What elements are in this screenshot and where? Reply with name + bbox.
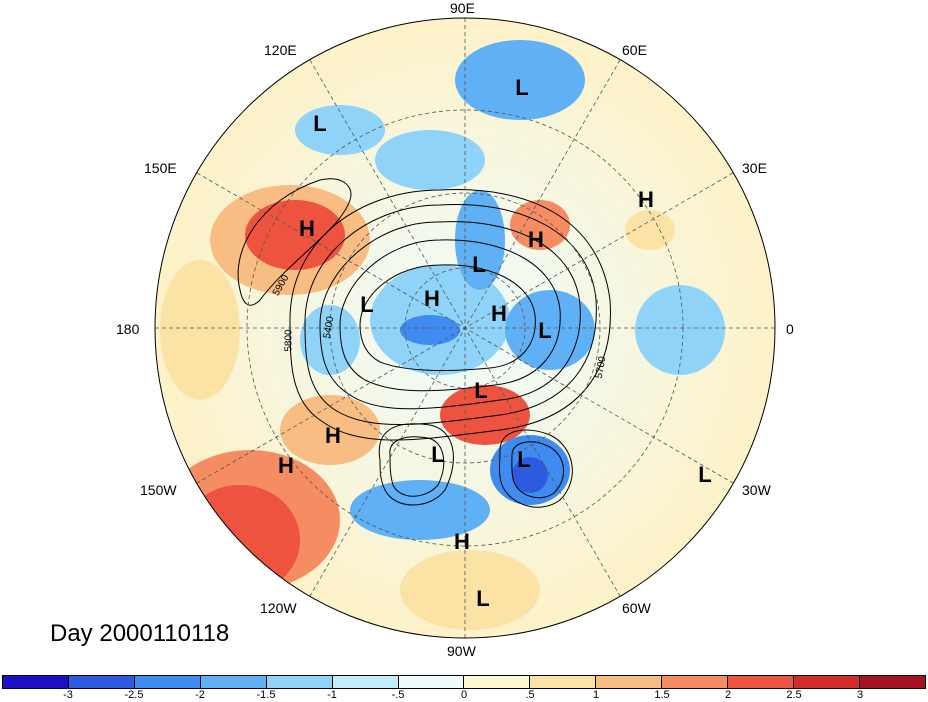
graticule xyxy=(155,18,775,638)
warm-anomaly-canada xyxy=(440,385,530,445)
colorbar-swatch xyxy=(398,676,465,688)
lon-label-60w: 60W xyxy=(622,600,651,616)
pressure-center-low: L xyxy=(698,462,712,487)
colorbar-tick-label: .5 xyxy=(525,689,535,701)
colorbar-tick-label: -1.5 xyxy=(256,689,276,701)
colorbar-swatch xyxy=(530,676,597,688)
pressure-center-high: H xyxy=(424,286,440,311)
anomaly-field xyxy=(155,18,775,638)
contour-label: 5800 xyxy=(283,329,295,352)
lon-label-60e: 60E xyxy=(622,42,647,58)
height-contours xyxy=(237,178,611,508)
pressure-center-low: L xyxy=(474,378,488,403)
pressure-center-low: L xyxy=(431,442,445,467)
colorbar-tick-label: 3 xyxy=(856,689,864,701)
day-label: Day 2000110118 xyxy=(50,620,230,647)
colorbar-swatch xyxy=(68,676,135,688)
colorbar-tick-label: -2.5 xyxy=(124,689,144,701)
cold-anomaly-pole-core xyxy=(400,315,460,345)
colorbar-tick-label: 1 xyxy=(592,689,600,701)
cold-anomaly-us xyxy=(350,480,490,540)
lon-label-120w: 120W xyxy=(260,600,297,616)
cold-anomaly-greenland xyxy=(505,290,595,370)
warm-anomaly-siberia xyxy=(510,200,570,250)
colorbar-swatch xyxy=(728,676,795,688)
warm-anomaly-europe xyxy=(625,210,675,250)
pressure-center-low: L xyxy=(360,292,374,317)
pressure-center-low: L xyxy=(313,111,327,136)
colorbar-swatch xyxy=(859,676,925,688)
colorbar-swatch xyxy=(794,676,860,688)
polar-stereographic-map xyxy=(154,17,776,639)
pressure-center-high: H xyxy=(325,423,341,448)
colorbar-tick-label: 2 xyxy=(724,689,732,701)
pressure-center-high: H xyxy=(454,529,470,554)
colorbar-swatch xyxy=(266,676,333,688)
colorbar-tick-label: -1 xyxy=(327,689,337,701)
lon-label-120e: 120E xyxy=(264,42,297,58)
pressure-center-high: H xyxy=(528,227,544,252)
colorbar-tick-label: -2 xyxy=(195,689,205,701)
pressure-center-low: L xyxy=(472,252,486,277)
pressure-center-high: H xyxy=(278,453,294,478)
pressure-center-low: L xyxy=(515,75,529,100)
colorbar-tick-label: 0 xyxy=(460,689,468,701)
pressure-center-high: H xyxy=(299,216,315,241)
warm-anomaly-pacific-core xyxy=(245,200,345,270)
colorbar-swatch xyxy=(134,676,201,688)
warm-anomaly-alaska xyxy=(280,395,380,465)
colorbar-tick-label: -.5 xyxy=(391,689,405,701)
colorbar-swatch xyxy=(596,676,663,688)
warm-anomaly-gulf xyxy=(400,550,540,630)
colorbar xyxy=(2,675,926,689)
pressure-center-high: H xyxy=(491,301,507,326)
colorbar-swatch xyxy=(464,676,531,688)
cold-anomaly-africa xyxy=(635,285,725,375)
colorbar-swatch xyxy=(332,676,399,688)
colorbar-swatch xyxy=(3,676,69,688)
cold-anomaly-east-asia xyxy=(295,105,385,155)
lon-label-180: 180 xyxy=(116,321,140,337)
colorbar-swatch xyxy=(200,676,267,688)
lon-label-30e: 30E xyxy=(742,160,767,176)
lon-label-30w: 30W xyxy=(742,482,771,498)
pressure-center-low: L xyxy=(476,586,490,611)
warm-anomaly-pacific-west xyxy=(160,260,240,400)
cold-anomaly-barents xyxy=(455,190,505,290)
lon-label-0: 0 xyxy=(786,321,794,337)
pressure-center-high: H xyxy=(638,187,654,212)
cold-anomaly-siberia xyxy=(455,40,585,120)
lon-label-90w: 90W xyxy=(447,643,476,659)
lon-label-150e: 150E xyxy=(144,160,177,176)
colorbar-tick-label: -3 xyxy=(63,689,73,701)
pressure-center-low: L xyxy=(538,318,552,343)
cold-anomaly-atlantic-core xyxy=(512,457,548,493)
cold-anomaly-central-asia xyxy=(375,130,485,190)
lon-label-90e: 90E xyxy=(450,0,475,16)
lon-label-150w: 150W xyxy=(140,482,177,498)
pressure-center-low: L xyxy=(517,447,531,472)
colorbar-swatch xyxy=(662,676,729,688)
colorbar-tick-label: 1.5 xyxy=(654,689,670,701)
colorbar-tick-label: 2.5 xyxy=(786,689,802,701)
globe-outline xyxy=(154,17,776,639)
